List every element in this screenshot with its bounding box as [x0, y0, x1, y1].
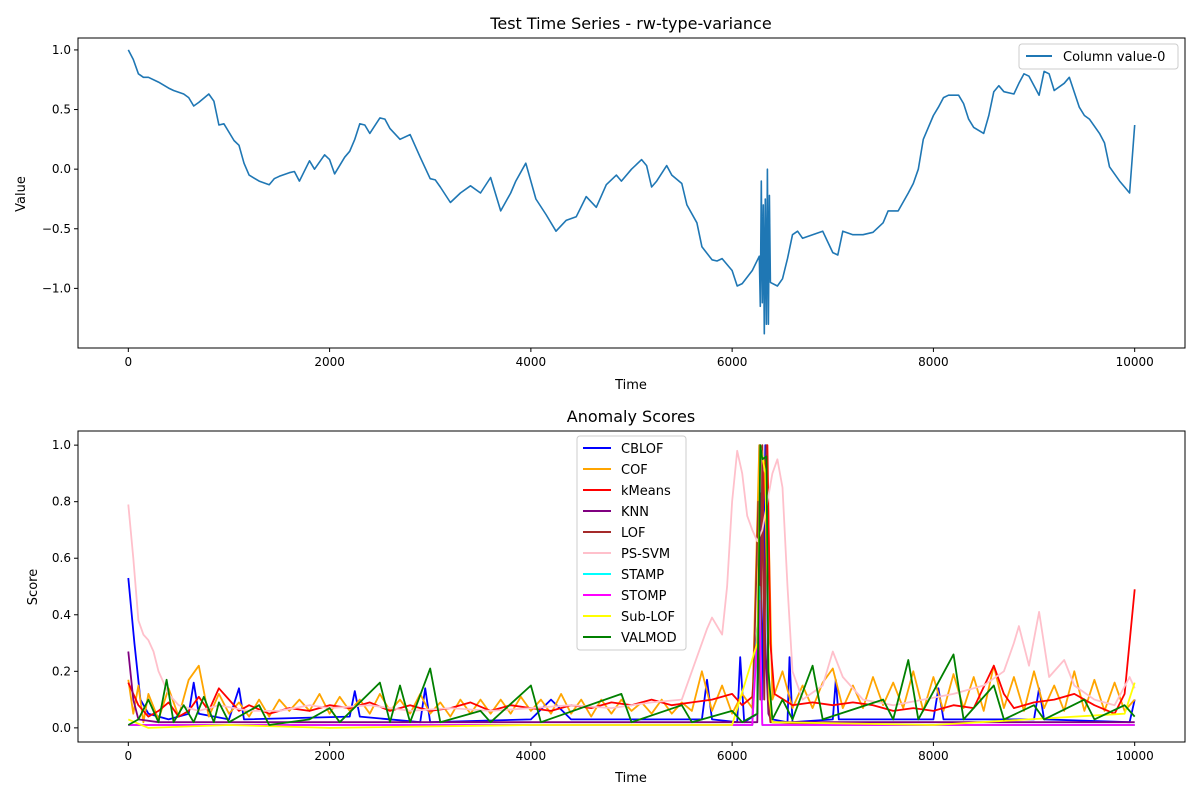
bot-xtick-label: 10000	[1116, 749, 1154, 763]
bot-xtick-label: 8000	[918, 749, 949, 763]
top-chart-xlabel: Time	[614, 378, 647, 393]
bottom-chart-ylabel: Score	[26, 569, 41, 605]
bottom-chart-xlabel: Time	[614, 771, 647, 786]
top-xtick-label: 6000	[717, 355, 748, 369]
top-legend-box	[1018, 43, 1179, 70]
top-chart-x-ticks: 0 2000 4000 6000 8000 10000	[124, 348, 1154, 369]
bot-ytick-label: 0.2	[52, 664, 71, 678]
bottom-chart-series-group	[127, 444, 1136, 729]
bot-ytick-label: 0.4	[52, 608, 71, 622]
bot-xtick-label: 0	[124, 749, 132, 763]
bot-series-line-cblof	[127, 444, 1136, 724]
top-legend-label-column-value-0: Column value-0	[1063, 50, 1165, 65]
top-xtick-label: 2000	[314, 355, 345, 369]
bot-series-line-ps-svm	[127, 449, 1136, 712]
bot-xtick-label: 4000	[516, 749, 547, 763]
top-chart-title: Test Time Series - rw-type-variance	[489, 14, 771, 33]
bot-ytick-label: 0.6	[52, 551, 71, 565]
bot-series-line-valmod	[127, 444, 1136, 726]
top-chart-frame	[77, 37, 1186, 349]
bot-xtick-label: 6000	[717, 749, 748, 763]
bot-ytick-label: 0.8	[52, 495, 71, 509]
top-xtick-label: 8000	[918, 355, 949, 369]
bottom-legend-label-sub-lof: Sub-LOF	[621, 610, 675, 625]
bottom-legend-label-stomp: STOMP	[621, 589, 667, 604]
bottom-legend-label-valmod: VALMOD	[621, 631, 677, 646]
bottom-chart-legend: CBLOF COF kMeans KNN LOF PS-SVM STAMP STOMP Sub-…	[576, 435, 687, 651]
top-xtick-label: 0	[124, 355, 132, 369]
top-ytick-label: −1.0	[42, 281, 71, 295]
bottom-chart-y-ticks: 0.0 0.2 0.4 0.6 0.8 1.0	[52, 438, 78, 735]
top-series-line-column-value-0	[127, 49, 1136, 335]
bottom-chart: Anomaly Scores Time Score 0 2000 4000 6000 8…	[26, 407, 1186, 786]
bottom-legend-label-knn: KNN	[621, 505, 649, 520]
top-xtick-label: 4000	[516, 355, 547, 369]
bottom-chart-frame	[77, 430, 1186, 743]
top-chart: Test Time Series - rw-type-variance Time…	[14, 14, 1186, 393]
bottom-chart-title: Anomaly Scores	[567, 407, 695, 426]
bottom-legend-label-cof: COF	[621, 463, 648, 478]
bot-series-line-kmeans	[127, 444, 1136, 718]
top-ytick-label: −0.5	[42, 222, 71, 236]
top-chart-series-group	[127, 49, 1136, 335]
bottom-chart-x-ticks: 0 2000 4000 6000 8000 10000	[124, 742, 1154, 763]
bottom-legend-label-lof: LOF	[621, 526, 646, 541]
bottom-legend-label-cblof: CBLOF	[621, 442, 664, 457]
bot-ytick-label: 0.0	[52, 721, 71, 735]
bottom-legend-label-stamp: STAMP	[621, 568, 664, 583]
top-chart-legend: Column value-0	[1018, 43, 1179, 70]
top-ytick-label: 1.0	[52, 43, 71, 57]
top-ytick-label: 0.0	[52, 162, 71, 176]
top-xtick-label: 10000	[1116, 355, 1154, 369]
bot-ytick-label: 1.0	[52, 438, 71, 452]
bot-xtick-label: 2000	[314, 749, 345, 763]
top-chart-y-ticks: −1.0 −0.5 0.0 0.5 1.0	[42, 43, 78, 295]
top-chart-ylabel: Value	[14, 176, 29, 212]
top-ytick-label: 0.5	[52, 103, 71, 117]
bottom-legend-label-kmeans: kMeans	[621, 484, 671, 499]
bottom-legend-label-ps-svm: PS-SVM	[621, 547, 670, 562]
